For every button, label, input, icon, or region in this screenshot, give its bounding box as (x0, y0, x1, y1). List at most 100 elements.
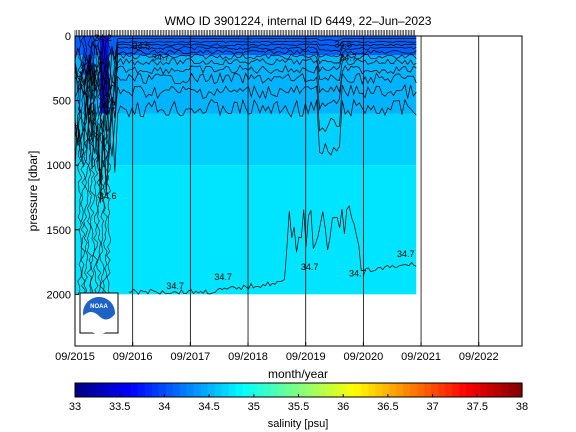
colorbar-cell (249, 383, 258, 397)
colorbar-cell (354, 383, 362, 397)
colorbar-cell (165, 383, 174, 397)
isohaline-contour (96, 36, 102, 295)
isohaline-contour (75, 37, 417, 77)
isohaline-contour (102, 36, 108, 295)
colorbar-cell (424, 383, 432, 397)
colorbar-cell (382, 383, 390, 397)
isohaline-contour (75, 98, 417, 191)
colorbar-cell (88, 383, 97, 397)
colorbar-cell (347, 383, 355, 397)
colorbar-tick-label: 34 (158, 401, 170, 413)
colorbar-cell (508, 383, 516, 397)
colorbar-cell (284, 383, 293, 397)
colorbar-cell (130, 383, 139, 397)
colorbar-cell (256, 383, 265, 397)
y-axis: 0 500 1000 1500 2000 (47, 31, 79, 301)
colorbar-cell (466, 383, 474, 397)
colorbar-cell (235, 383, 244, 397)
colorbar-tick-label: 37.5 (467, 401, 488, 413)
salinity-band (99, 36, 109, 114)
colorbar-cell (221, 383, 230, 397)
colorbar-label: salinity [psu] (268, 418, 329, 430)
plot-area: 34.7 34.7 34.7 34.7 34.7 34.7 34.7 34.6 34.5 34.5… (74, 30, 523, 347)
y-tick-label: 0 (65, 31, 71, 43)
colorbar-cell (123, 383, 132, 397)
colorbar-cell (291, 383, 300, 397)
colorbar-cell (158, 383, 167, 397)
isohaline-contour (75, 83, 417, 204)
colorbar-cell (326, 383, 335, 397)
colorbar-cell (333, 383, 342, 397)
colorbar-cell (417, 383, 425, 397)
colorbar-cell (452, 383, 460, 397)
colorbar-cell (200, 383, 209, 397)
colorbar-cell (144, 383, 153, 397)
colorbar-tick-label: 34.5 (198, 401, 219, 413)
contour-label: 34.2 (94, 33, 112, 43)
colorbar-cell (494, 383, 502, 397)
isohaline-contour (75, 43, 417, 97)
colorbar-cell (277, 383, 286, 397)
colorbar-cell (319, 383, 328, 397)
colorbar-cell (298, 383, 307, 397)
colorbar-cell (75, 383, 83, 397)
logo-wave (83, 312, 115, 334)
plot-frame (74, 35, 523, 347)
isohaline-contour (75, 53, 417, 131)
isohaline-contour (75, 64, 417, 146)
colorbar-cell (228, 383, 237, 397)
colorbar-cell (193, 383, 202, 397)
contour-label: 34.7 (349, 268, 367, 278)
colorbar-cell (207, 383, 216, 397)
colorbar: 33 33.5 34 34.5 35 35.5 36 36.5 37 37.5 38 salinit… (69, 382, 528, 430)
colorbar-cell (242, 383, 251, 397)
colorbar-cell (102, 383, 111, 397)
colorbar-tick-label: 35.5 (288, 401, 309, 413)
colorbar-cell (263, 383, 272, 397)
isohaline-contour (80, 36, 86, 295)
colorbar-cell (396, 383, 404, 397)
colorbar-cell (389, 383, 397, 397)
x-axis-label: month/year (268, 367, 328, 381)
colorbar-cell (480, 383, 488, 397)
x-tick-label: 09/2015 (55, 351, 95, 363)
colorbar-cell (368, 383, 376, 397)
y-tick-label: 1500 (47, 225, 71, 237)
x-tick-label: 09/2017 (170, 351, 210, 363)
colorbar-tick-label: 33.5 (109, 401, 130, 413)
contour-label: 34.7 (166, 281, 184, 291)
noaa-logo: NOAA (79, 292, 119, 334)
x-tick-label: 09/2020 (344, 351, 384, 363)
isohaline-contour (75, 72, 417, 170)
colorbar-cell (116, 383, 125, 397)
x-tick-label: 09/2016 (113, 351, 153, 363)
colorbar-cell (515, 383, 523, 397)
x-tick-label: 09/2018 (228, 351, 268, 363)
y-tick-label: 2000 (47, 289, 71, 301)
colorbar-cell (186, 383, 195, 397)
colorbar-tick-label: 37 (426, 401, 438, 413)
contour-label: 34.7 (301, 262, 319, 272)
contour-label: 34.5 (99, 100, 117, 110)
isohaline-contour (93, 36, 99, 295)
logo-text: NOAA (90, 304, 108, 310)
contour-label: 34.7 (339, 53, 357, 63)
isohaline-contour (128, 205, 417, 295)
isohaline-contour (75, 46, 417, 100)
colorbar-cell (340, 383, 348, 397)
salinity-band (75, 55, 417, 114)
colorbar-cell (305, 383, 314, 397)
contour-label: 34.6 (99, 191, 117, 201)
contour-label: 34.7 (214, 272, 232, 282)
colorbar-cell (137, 383, 146, 397)
y-tick-label: 500 (53, 96, 71, 108)
contour-label: 34.5 (133, 41, 151, 51)
isohaline-contour (99, 36, 105, 295)
isohaline-contour (75, 40, 417, 87)
y-tick-label: 1000 (47, 160, 71, 172)
x-tick-label: 09/2019 (286, 351, 326, 363)
colorbar-tick-label: 35 (248, 401, 260, 413)
colorbar-cell (95, 383, 104, 397)
colorbar-cell (375, 383, 383, 397)
